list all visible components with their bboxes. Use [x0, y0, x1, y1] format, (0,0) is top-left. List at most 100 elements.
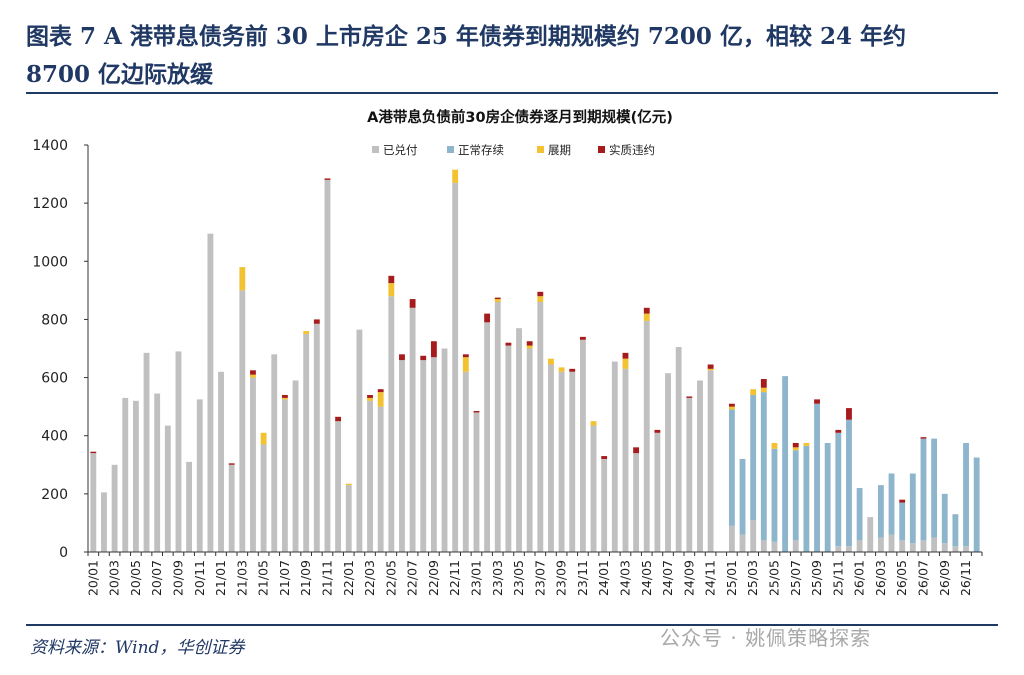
bar-default — [409, 299, 416, 308]
bar-normal — [814, 403, 820, 552]
bar-redeemed — [675, 347, 682, 552]
x-tick-label: 21/03 — [234, 560, 249, 596]
x-tick-label: 25/09 — [809, 560, 824, 596]
bar-normal — [899, 502, 906, 541]
x-tick-label: 24/05 — [639, 560, 654, 596]
bar-extension — [388, 283, 395, 297]
bar-redeemed — [303, 333, 310, 552]
x-tick-label: 20/05 — [128, 560, 143, 596]
x-tick-label: 25/07 — [788, 560, 803, 596]
bar-default — [377, 389, 384, 393]
bar-extension — [548, 358, 554, 365]
bar-redeemed — [760, 540, 767, 552]
bar-default — [526, 341, 533, 346]
x-tick-label: 22/05 — [383, 560, 398, 596]
chart-legend: 已兑付 正常存续 展期 实质违约 — [372, 143, 655, 157]
bar-redeemed — [420, 360, 427, 552]
bar-redeemed — [335, 421, 342, 552]
bar-normal — [931, 438, 938, 538]
bar-redeemed — [494, 301, 501, 552]
bar-default — [899, 499, 906, 503]
bar-default — [388, 275, 395, 284]
bar-extension — [622, 358, 629, 369]
x-tick-label: 20/09 — [170, 560, 185, 596]
bar-default — [569, 368, 576, 372]
bar-default — [494, 297, 501, 300]
bar-redeemed — [313, 323, 320, 552]
bar-default — [430, 341, 437, 358]
bar-redeemed — [122, 397, 129, 552]
x-tick-label: 21/11 — [319, 560, 334, 596]
bar-normal — [941, 493, 948, 544]
bar-normal — [963, 442, 969, 547]
bar-redeemed — [622, 368, 629, 552]
bar-redeemed — [228, 464, 235, 552]
bar-normal — [973, 457, 980, 552]
bar-redeemed — [196, 399, 203, 553]
bar-default — [537, 291, 544, 297]
bar-normal — [728, 409, 735, 526]
bar-extension — [303, 331, 310, 334]
bar-extension — [367, 397, 373, 401]
bar-redeemed — [867, 517, 874, 552]
bar-redeemed — [367, 400, 373, 552]
legend-swatch-default — [598, 146, 605, 153]
bar-redeemed — [388, 296, 395, 552]
bar-redeemed — [324, 179, 331, 552]
legend-label-default: 实质违约 — [609, 143, 655, 157]
bar-redeemed — [771, 541, 778, 552]
bar-redeemed — [920, 540, 927, 552]
bar-default — [707, 364, 714, 369]
bar-default — [335, 416, 342, 422]
bar-redeemed — [484, 322, 491, 552]
x-tick-label: 26/07 — [915, 560, 930, 596]
bar-default — [484, 313, 491, 323]
x-tick-label: 22/03 — [362, 560, 377, 596]
x-tick-label: 22/09 — [426, 560, 441, 596]
bar-normal — [909, 473, 916, 544]
figure-title: 图表 7 A 港带息债务前 30 上市房企 25 年债券到期规模约 7200 亿… — [26, 23, 906, 88]
bar-extension — [792, 447, 799, 451]
bar-redeemed — [888, 534, 895, 552]
bar-default — [633, 447, 640, 454]
bar-default — [601, 456, 608, 459]
x-tick-label: 23/07 — [532, 560, 547, 596]
x-tick-label: 22/11 — [447, 560, 462, 596]
x-tick-label: 25/01 — [724, 560, 739, 596]
bar-default — [792, 442, 799, 448]
y-tick-label: 400 — [41, 429, 68, 445]
bar-redeemed — [728, 525, 735, 552]
legend-swatch-extension — [537, 146, 544, 153]
bar-redeemed — [441, 348, 448, 552]
x-axis: 20/01 20/03 20/05 20/07 20/09 20/11 21/01 21/03… — [85, 551, 983, 596]
x-tick-label: 24/03 — [617, 560, 632, 596]
x-tick-label: 22/01 — [341, 560, 356, 596]
bar-redeemed — [101, 492, 107, 552]
bar-redeemed — [175, 351, 182, 552]
bar-extension — [452, 169, 459, 183]
legend-label-extension: 展期 — [548, 143, 571, 157]
x-tick-label: 20/01 — [85, 560, 100, 596]
bar-redeemed — [569, 371, 576, 552]
bar-redeemed — [409, 307, 416, 552]
bar-normal — [803, 445, 810, 552]
bar-redeemed — [377, 406, 384, 552]
bar-redeemed — [665, 373, 671, 552]
bar-default — [399, 354, 405, 361]
x-tick-label: 21/07 — [277, 560, 292, 596]
y-tick-label: 800 — [41, 312, 68, 328]
bar-redeemed — [611, 361, 618, 552]
bar-redeemed — [739, 534, 746, 552]
bar-default — [835, 429, 842, 433]
bar-redeemed — [473, 412, 480, 552]
bar-normal — [920, 438, 927, 541]
bar-redeemed — [590, 425, 597, 552]
bar-redeemed — [111, 464, 118, 552]
x-tick-label: 20/07 — [149, 560, 164, 596]
x-tick-label: 25/03 — [745, 560, 760, 596]
bar-default — [281, 395, 288, 398]
bar-extension — [377, 392, 384, 407]
x-tick-label: 23/05 — [511, 560, 526, 596]
bar-default — [473, 411, 480, 413]
bar-redeemed — [345, 485, 352, 552]
